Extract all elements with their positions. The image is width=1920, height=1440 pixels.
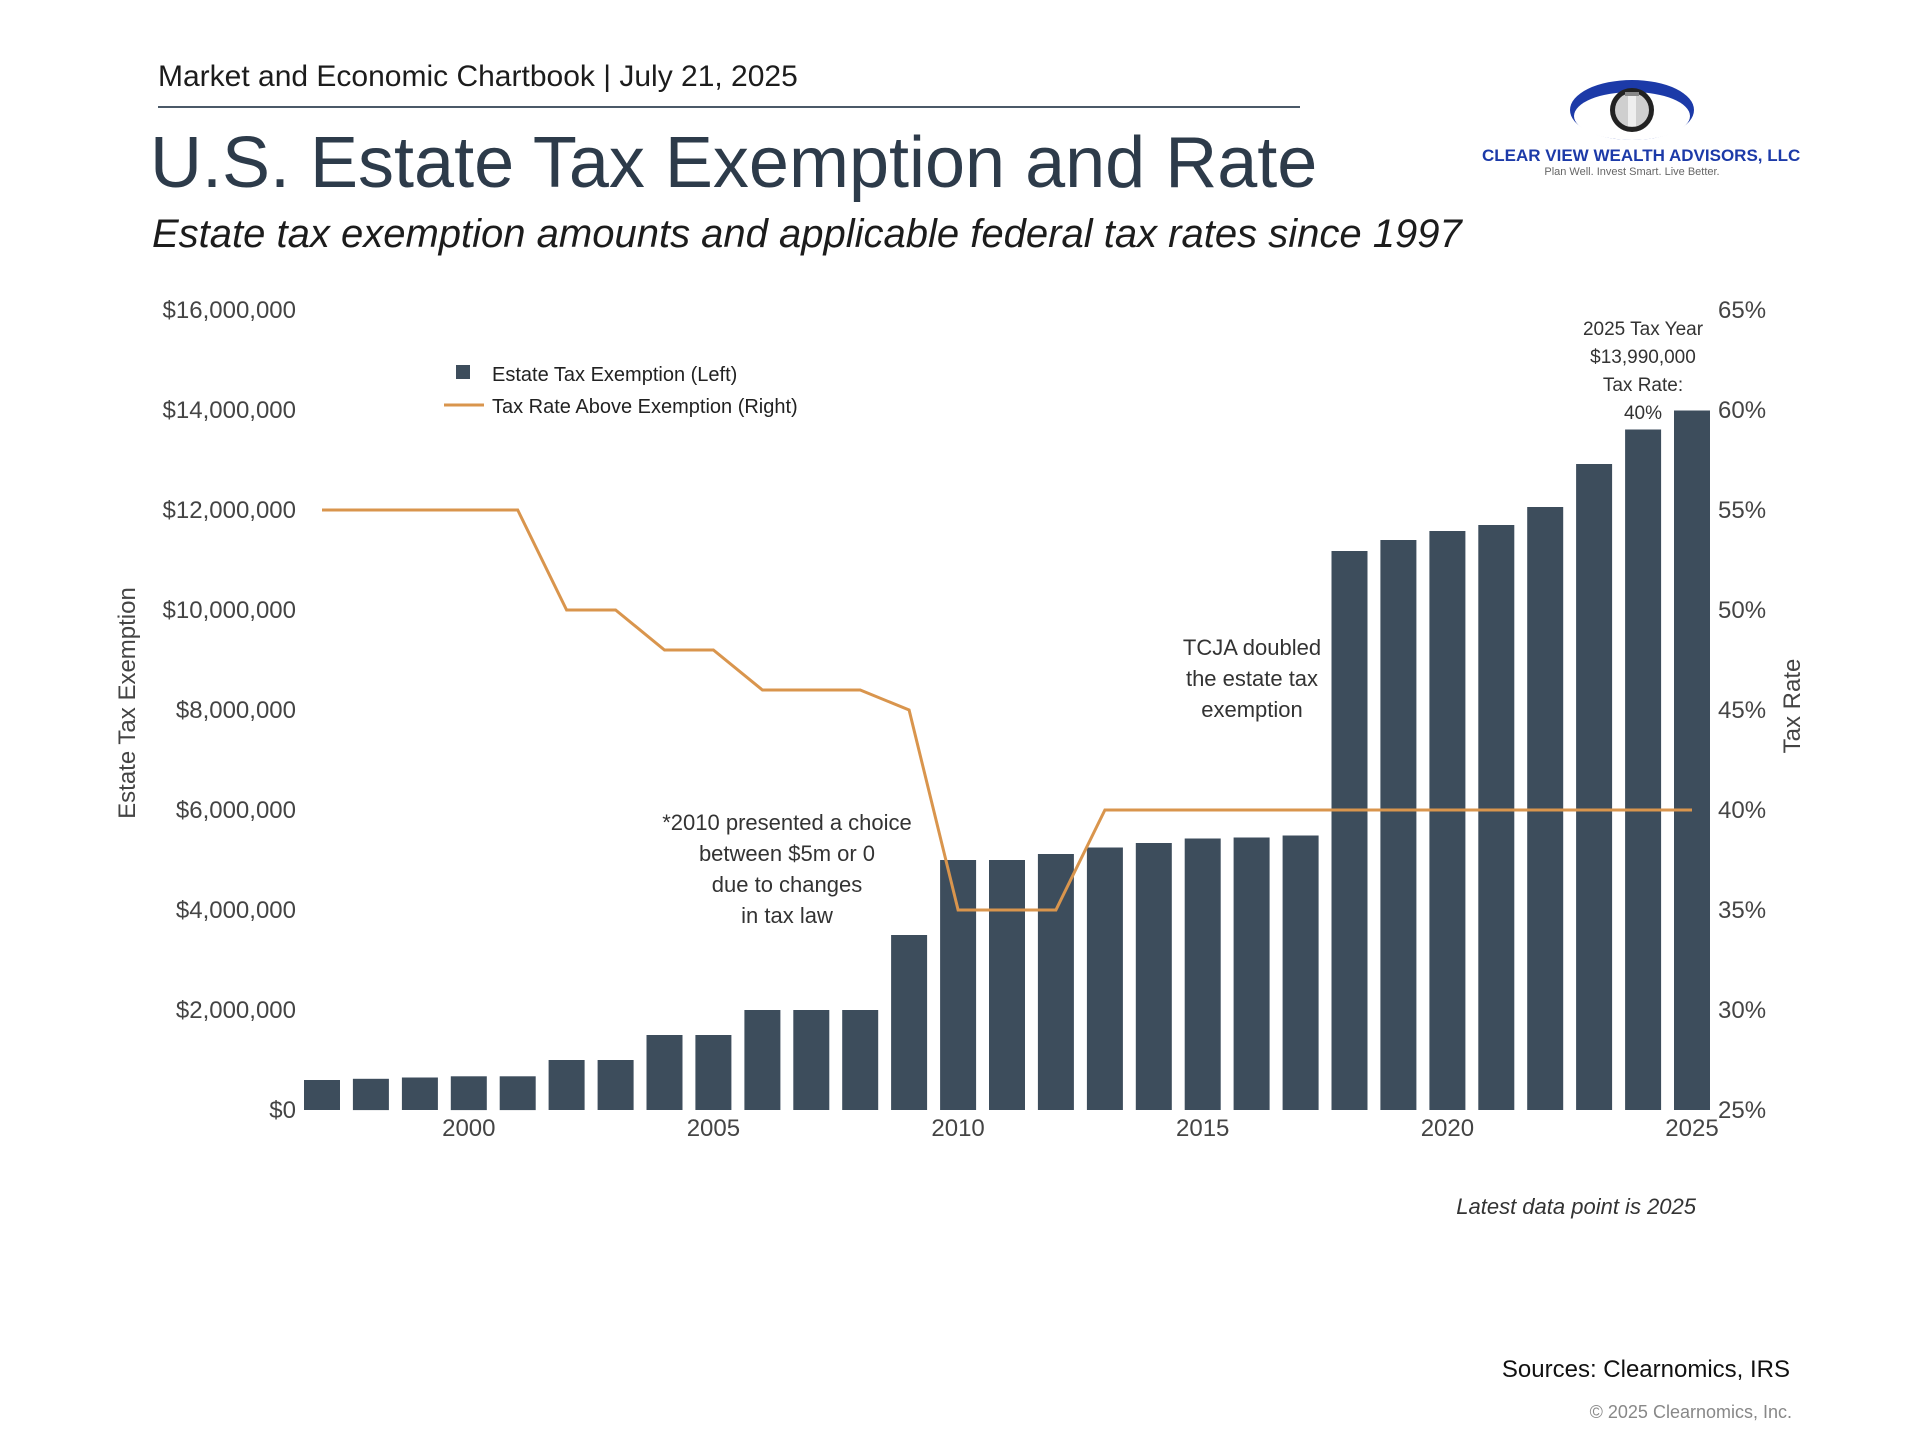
- annotation-tcja-line: the estate tax: [1186, 666, 1318, 691]
- annotation-latest-line: 2025 Tax Year: [1583, 319, 1704, 340]
- logo-tagline: Plan Well. Invest Smart. Live Better.: [1544, 166, 1720, 178]
- annotation-latest-line: Tax Rate:: [1603, 375, 1683, 396]
- tax-rate-line: [322, 508, 1692, 912]
- exemption-bar: [499, 1076, 536, 1111]
- right-axis-tick-label: 40%: [1718, 797, 1766, 824]
- annotation-2010-line: between $5m or 0: [699, 841, 875, 866]
- right-axis-ticks: 25% 30% 35% 40% 45% 50% 55% 60% 65%: [1718, 297, 1766, 1124]
- exemption-bar: [1478, 525, 1515, 1110]
- exemption-bar: [1282, 835, 1319, 1110]
- exemption-bar: [1625, 429, 1662, 1110]
- eye-lighthouse-icon: [1570, 80, 1694, 140]
- annotation-tcja: TCJA doubled the estate tax exemption: [1183, 635, 1321, 722]
- right-axis-tick-label: 50%: [1718, 597, 1766, 624]
- left-axis-label: Estate Tax Exemption: [114, 587, 141, 819]
- left-axis-tick-label: $2,000,000: [176, 997, 296, 1024]
- right-axis-tick-label: 25%: [1718, 1097, 1766, 1124]
- x-axis-tick-label: 2020: [1421, 1115, 1474, 1142]
- left-axis-tick-label: $16,000,000: [163, 297, 296, 324]
- right-axis-tick-label: 65%: [1718, 297, 1766, 324]
- exemption-bar: [450, 1076, 487, 1111]
- header-rule: [158, 106, 1300, 108]
- left-axis-tick-label: $0: [269, 1097, 296, 1124]
- exemption-bar: [695, 1035, 732, 1110]
- x-axis-tick-label: 2005: [687, 1115, 740, 1142]
- annotation-latest-line: 40%: [1624, 403, 1662, 424]
- left-axis-tick-label: $4,000,000: [176, 897, 296, 924]
- x-axis-tick-label: 2000: [442, 1115, 495, 1142]
- left-axis-ticks: $0 $2,000,000 $4,000,000 $6,000,000 $8,000,0…: [163, 297, 296, 1124]
- left-axis-tick-label: $14,000,000: [163, 397, 296, 424]
- exemption-bar: [1037, 854, 1074, 1110]
- page-subtitle: Estate tax exemption amounts and applica…: [152, 212, 1462, 256]
- exemption-bar: [891, 935, 928, 1110]
- right-axis-tick-label: 35%: [1718, 897, 1766, 924]
- annotation-2010-line: in tax law: [741, 903, 833, 928]
- exemption-bar: [304, 1080, 340, 1110]
- exemption-bar: [646, 1035, 683, 1110]
- x-axis-tick-label: 2010: [931, 1115, 984, 1142]
- exemption-bar: [548, 1060, 585, 1110]
- exemption-bar: [940, 860, 977, 1110]
- right-axis-tick-label: 45%: [1718, 697, 1766, 724]
- annotation-latest: 2025 Tax Year $13,990,000 Tax Rate: 40%: [1583, 319, 1704, 424]
- legend-line-label: Tax Rate Above Exemption (Right): [492, 396, 798, 418]
- exemption-bar: [744, 1010, 781, 1110]
- exemption-bar: [842, 1010, 879, 1110]
- sources: Sources: Clearnomics, IRS: [1501, 1356, 1790, 1383]
- annotation-2010: *2010 presented a choice between $5m or …: [662, 810, 912, 928]
- right-axis-tick-label: 30%: [1718, 997, 1766, 1024]
- exemption-bar: [1184, 838, 1221, 1110]
- x-axis-ticks: 2000 2005 2010 2015 2020 2025: [442, 1115, 1719, 1142]
- exemption-bar: [1331, 551, 1368, 1110]
- exemption-bar: [1576, 464, 1613, 1110]
- exemption-bar: [597, 1060, 634, 1110]
- exemption-bar: [1135, 843, 1172, 1110]
- annotation-2010-line: *2010 presented a choice: [662, 810, 912, 835]
- left-axis-tick-label: $6,000,000: [176, 797, 296, 824]
- left-axis-tick-label: $10,000,000: [163, 597, 296, 624]
- left-axis-tick-label: $12,000,000: [163, 497, 296, 524]
- legend-bar-swatch: [456, 365, 470, 379]
- exemption-bar: [1086, 847, 1123, 1110]
- right-axis-tick-label: 55%: [1718, 497, 1766, 524]
- exemption-bars: [304, 410, 1710, 1111]
- annotation-tcja-line: TCJA doubled: [1183, 635, 1321, 660]
- exemption-bar: [352, 1078, 389, 1111]
- page-title: U.S. Estate Tax Exemption and Rate: [150, 123, 1318, 203]
- annotation-latest-line: $13,990,000: [1590, 347, 1696, 368]
- exemption-bar: [1429, 531, 1466, 1110]
- x-axis-tick-label: 2025: [1665, 1115, 1718, 1142]
- logo-name: CLEAR VIEW WEALTH ADVISORS, LLC: [1482, 146, 1801, 165]
- right-axis-label: Tax Rate: [1779, 659, 1806, 754]
- latest-data-note: Latest data point is 2025: [1456, 1194, 1696, 1219]
- legend: Estate Tax Exemption (Left) Tax Rate Abo…: [444, 364, 798, 418]
- chartbook-header: Market and Economic Chartbook | July 21,…: [158, 60, 798, 93]
- legend-bar-label: Estate Tax Exemption (Left): [492, 364, 737, 386]
- exemption-bar: [1233, 837, 1270, 1110]
- exemption-bar: [401, 1077, 438, 1110]
- copyright: © 2025 Clearnomics, Inc.: [1589, 1402, 1792, 1422]
- x-axis-tick-label: 2015: [1176, 1115, 1229, 1142]
- left-axis-tick-label: $8,000,000: [176, 697, 296, 724]
- exemption-bar: [1674, 410, 1710, 1110]
- annotation-2010-line: due to changes: [712, 872, 862, 897]
- right-axis-tick-label: 60%: [1718, 397, 1766, 424]
- annotation-tcja-line: exemption: [1201, 697, 1303, 722]
- exemption-bar: [1380, 540, 1417, 1110]
- exemption-bar: [793, 1010, 830, 1110]
- exemption-bar: [989, 860, 1025, 1110]
- company-logo: CLEAR VIEW WEALTH ADVISORS, LLC Plan Wel…: [1482, 70, 1801, 180]
